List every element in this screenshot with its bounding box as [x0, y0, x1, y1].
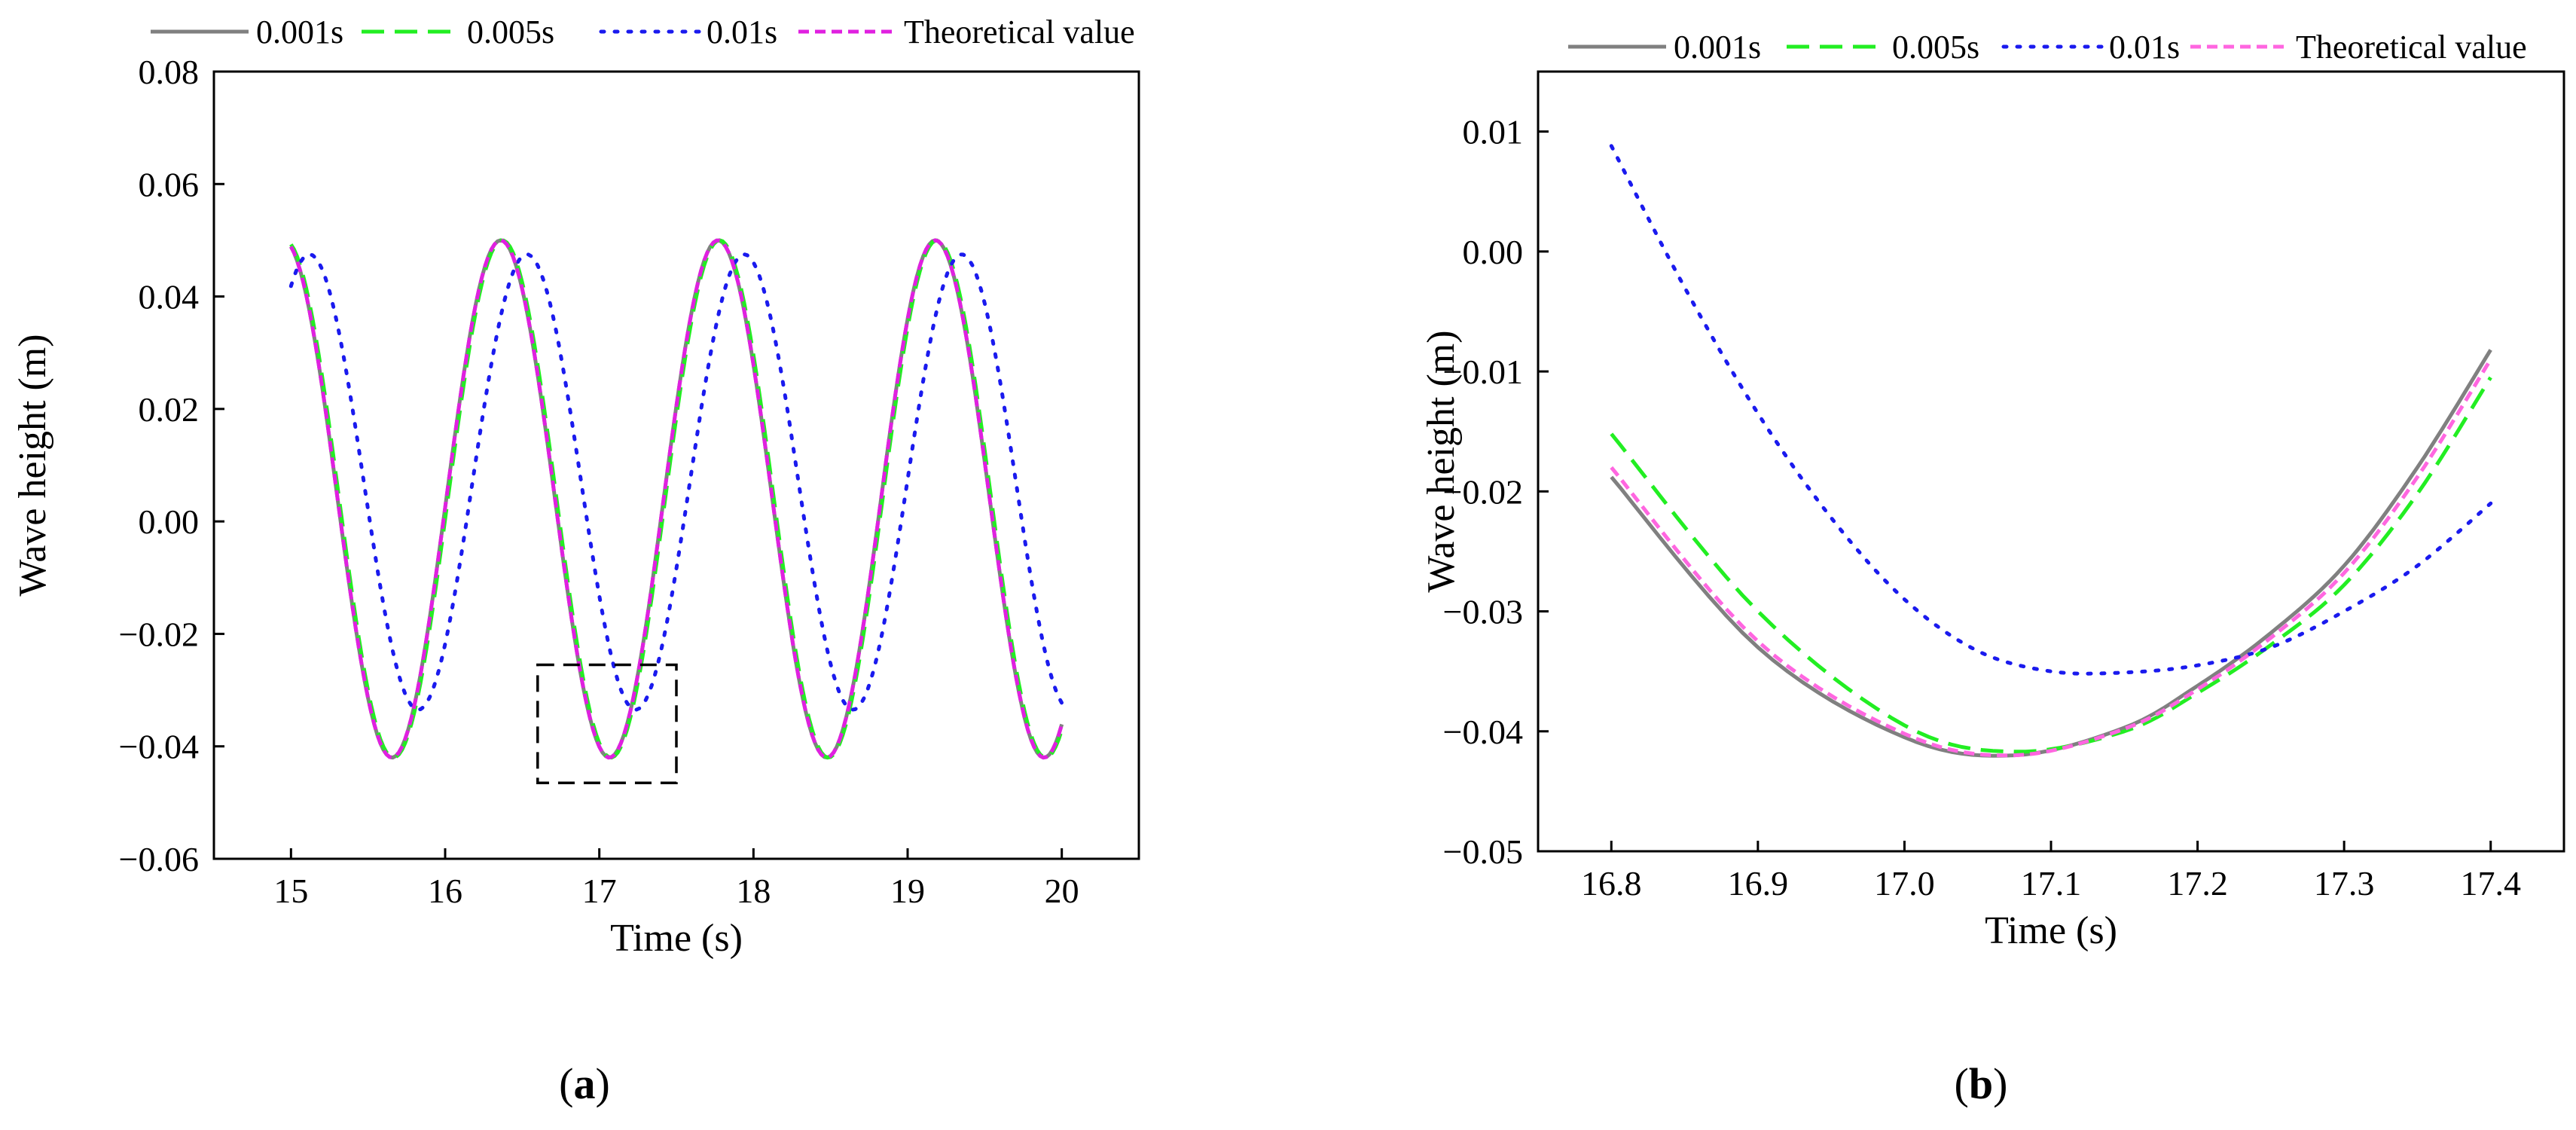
caption-a-label: a — [574, 1059, 596, 1108]
series-line-0-001s — [1610, 349, 2492, 758]
x-tick-label: 16.8 — [1581, 864, 1642, 902]
y-axis-title: Wave height (m) — [1420, 330, 1463, 592]
y-tick-label: 0.08 — [139, 53, 200, 91]
plot-frame — [212, 70, 1140, 860]
x-tick-label: 17.4 — [2460, 864, 2521, 902]
svg-text:(a): (a) — [559, 1059, 610, 1108]
x-tick-label: 16 — [428, 872, 462, 910]
legend-label: 0.005s — [1892, 29, 1979, 66]
svg-text:(b): (b) — [1955, 1059, 2008, 1108]
y-tick-label: 0.06 — [139, 165, 200, 203]
x-tick-label: 17.3 — [2314, 864, 2375, 902]
y-tick-label: 0.00 — [139, 502, 200, 541]
x-tick-label: 18 — [736, 872, 771, 910]
y-tick-label: 0.02 — [139, 390, 200, 429]
y-tick-label: −0.04 — [119, 728, 199, 766]
y-axis-title: Wave height (m) — [11, 334, 54, 596]
legend-label: Theoretical value — [2296, 29, 2527, 66]
y-tick-label: −0.06 — [119, 840, 199, 878]
legend: 0.001s 0.005s 0.01s Theoretical value — [151, 14, 1135, 50]
x-tick-label: 19 — [890, 872, 925, 910]
x-tick-label: 15 — [273, 872, 308, 910]
x-tick-label: 17.2 — [2167, 864, 2228, 902]
legend-label: 0.001s — [1674, 29, 1761, 66]
y-tick-label: −0.01 — [1443, 353, 1523, 391]
series-line-theoretical-value — [289, 238, 1064, 760]
series-line-0-005s — [1610, 376, 2492, 754]
y-tick-label: −0.02 — [119, 615, 199, 653]
x-tick-label: 16.9 — [1728, 864, 1789, 902]
x-tick-label: 17 — [582, 872, 617, 910]
caption-b: (b) — [1955, 1059, 2008, 1108]
y-tick-label: −0.02 — [1443, 472, 1523, 511]
legend-label: Theoretical value — [904, 14, 1135, 50]
y-tick-label: 0.00 — [1463, 233, 1524, 271]
x-tick-label: 20 — [1045, 872, 1079, 910]
series-line-theoretical-value — [1610, 358, 2492, 758]
y-tick-label: 0.01 — [1463, 113, 1524, 151]
legend: 0.001s 0.005s 0.01s Theoretical value — [1568, 29, 2527, 66]
chart-b: 16.8 16.9 17.0 17.1 17.2 17.3 17.4 −0.05 −0.04 −0… — [1420, 29, 2565, 952]
y-tick-label: 0.04 — [139, 278, 200, 316]
plot-frame — [1537, 70, 2565, 853]
x-tick-label: 17.0 — [1874, 864, 1935, 902]
zoom-region-box — [536, 663, 678, 784]
chart-a: 15 16 17 18 19 20 −0.06 −0.04 −0.02 0.00 0.02 0.04 0… — [11, 14, 1140, 960]
y-tick-label: −0.03 — [1443, 593, 1523, 631]
caption-a: (a) — [559, 1059, 610, 1108]
legend-label: 0.01s — [2109, 29, 2180, 66]
caption-b-label: b — [1969, 1059, 1993, 1108]
y-tick-label: −0.05 — [1443, 832, 1523, 871]
legend-label: 0.001s — [256, 14, 343, 50]
legend-label: 0.01s — [707, 14, 777, 50]
series-line-0-01s — [288, 252, 1064, 712]
x-tick-label: 17.1 — [2021, 864, 2082, 902]
y-tick-label: −0.04 — [1443, 713, 1523, 751]
series-line-0-01s — [1609, 144, 2493, 676]
x-axis-title: Time (s) — [610, 917, 743, 960]
legend-label: 0.005s — [467, 14, 554, 50]
x-axis-title: Time (s) — [1985, 909, 2117, 952]
